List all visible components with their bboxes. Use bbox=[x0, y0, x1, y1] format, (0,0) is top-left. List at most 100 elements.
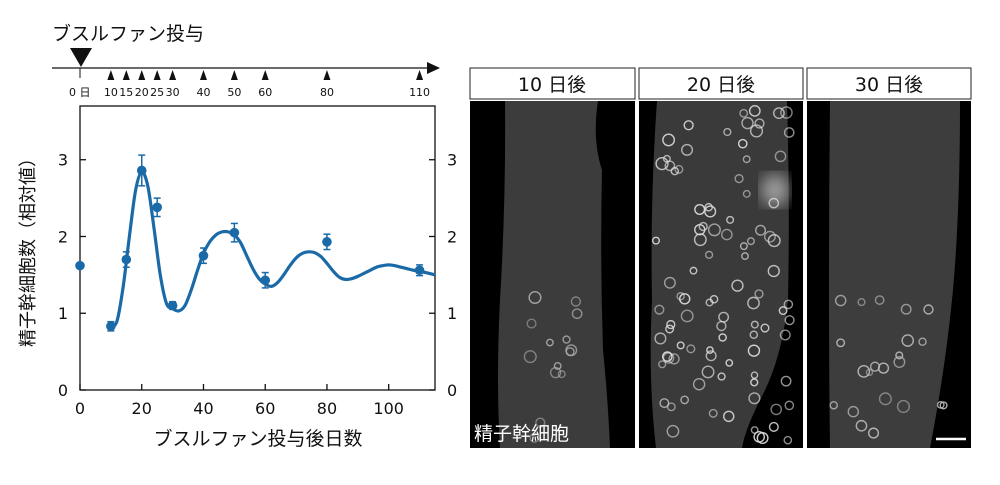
cell-spot bbox=[651, 236, 661, 245]
timeline-tick-marker-icon bbox=[107, 70, 115, 80]
cell-spot bbox=[698, 221, 708, 232]
cell-spot bbox=[780, 375, 792, 387]
timeline-tick-label-10: 110 bbox=[409, 86, 430, 99]
cell-spot bbox=[749, 330, 759, 340]
y-tick-label-right-0: 0 bbox=[447, 381, 457, 400]
y-tick-label-left-1: 1 bbox=[58, 304, 68, 323]
cell-spot bbox=[874, 295, 885, 305]
timeline-tick-marker-icon bbox=[230, 70, 238, 80]
cell-spot bbox=[704, 202, 713, 212]
cell-spot bbox=[664, 160, 676, 172]
timeline-tick-label-7: 50 bbox=[227, 86, 241, 99]
cell-spot bbox=[694, 223, 706, 236]
cell-spot bbox=[780, 106, 793, 119]
cell-spot bbox=[523, 350, 537, 364]
x-tick-label-0: 0 bbox=[75, 399, 85, 418]
y-tick-label-left-2: 2 bbox=[58, 227, 68, 246]
cell-spot bbox=[779, 329, 791, 341]
cell-spot bbox=[668, 353, 680, 365]
data-point-6 bbox=[198, 250, 209, 261]
cell-spot bbox=[708, 408, 718, 418]
timeline-tick-marker-icon bbox=[199, 70, 207, 80]
cell-spot bbox=[895, 351, 904, 360]
cell-spot bbox=[549, 366, 562, 379]
cell-spot bbox=[666, 424, 680, 438]
cell-spot bbox=[783, 299, 794, 310]
timeline-tick-marker-icon bbox=[122, 70, 130, 80]
cell-spot bbox=[706, 346, 714, 354]
timeline-tick-label-3: 20 bbox=[135, 86, 149, 99]
timeline-tick-marker-icon bbox=[261, 70, 269, 80]
cell-spot bbox=[676, 292, 685, 301]
cell-spot bbox=[923, 304, 934, 315]
cell-spot bbox=[742, 155, 751, 164]
cell-spot bbox=[742, 189, 751, 198]
cell-spot bbox=[834, 294, 847, 307]
data-point-0 bbox=[75, 260, 85, 271]
cell-spot bbox=[701, 365, 715, 379]
cell-spot bbox=[731, 279, 744, 292]
cell-spot bbox=[893, 356, 906, 368]
cell-spot bbox=[768, 421, 779, 432]
cell-spot bbox=[694, 203, 706, 215]
data-point-7 bbox=[229, 227, 240, 238]
cell-spot bbox=[721, 228, 733, 241]
panel-label-30: 30 日後 bbox=[855, 74, 923, 96]
cell-spot bbox=[773, 107, 785, 120]
cell-spot bbox=[557, 370, 566, 379]
cell-spot bbox=[655, 156, 669, 171]
micrograph-10-cells bbox=[523, 290, 583, 443]
cell-spot bbox=[748, 104, 761, 117]
micrograph-caption: 精子幹細胞 bbox=[474, 423, 569, 445]
cell-spot bbox=[705, 298, 714, 307]
cell-spot bbox=[705, 350, 717, 362]
cell-spot bbox=[681, 143, 694, 156]
cell-spot bbox=[784, 400, 795, 411]
cell-spot bbox=[896, 399, 911, 414]
x-tick-label-2: 40 bbox=[193, 399, 213, 418]
cell-spot bbox=[750, 378, 759, 387]
timeline-tick-label-5: 30 bbox=[166, 86, 180, 99]
cell-spot bbox=[877, 362, 890, 374]
cell-spot bbox=[707, 223, 721, 237]
panel-label-10: 10 日後 bbox=[518, 74, 586, 96]
cell-spot bbox=[750, 320, 759, 329]
cell-spot bbox=[683, 120, 694, 131]
cell-spot bbox=[768, 197, 780, 209]
cell-spot bbox=[662, 133, 676, 147]
cell-spot bbox=[783, 435, 793, 445]
timeline-tick-label-4: 25 bbox=[150, 86, 164, 99]
data-point-4 bbox=[152, 202, 162, 213]
cell-spot bbox=[836, 338, 846, 348]
cell-spot bbox=[939, 401, 948, 410]
timeline-tick-label-2: 15 bbox=[119, 86, 133, 99]
cell-spot bbox=[674, 164, 684, 174]
cell-spot bbox=[755, 224, 767, 236]
panel-label-box-3 bbox=[806, 67, 972, 100]
cell-spot bbox=[662, 351, 673, 362]
y-tick-label-left-0: 0 bbox=[58, 381, 68, 400]
cell-spot bbox=[686, 344, 696, 354]
cell-spot bbox=[734, 174, 744, 184]
micrograph-20-tubule bbox=[650, 101, 789, 448]
cell-spot bbox=[692, 377, 706, 391]
cell-spot bbox=[748, 392, 761, 405]
micrograph-panels: 10 日後 20 日後 30 日後 精子幹細胞 bbox=[469, 67, 972, 448]
cell-spot bbox=[570, 296, 582, 307]
cell-spot bbox=[535, 417, 546, 428]
cell-spot bbox=[767, 264, 780, 278]
micrograph-30-tubule bbox=[829, 101, 960, 448]
cell-spot bbox=[658, 360, 667, 369]
x-tick-label-5: 100 bbox=[373, 399, 404, 418]
timeline-ticks: 0 日 10 15 20 25 30 40 50 60 80 110 bbox=[69, 68, 430, 99]
cell-spot bbox=[763, 230, 776, 243]
cell-spot bbox=[778, 306, 788, 316]
cell-spot bbox=[754, 289, 764, 299]
timeline-tick-marker-icon bbox=[169, 70, 177, 80]
timeline-tick-marker-icon bbox=[416, 70, 424, 80]
cell-spot bbox=[901, 334, 915, 347]
timeline-tick-label-9: 80 bbox=[320, 86, 334, 99]
